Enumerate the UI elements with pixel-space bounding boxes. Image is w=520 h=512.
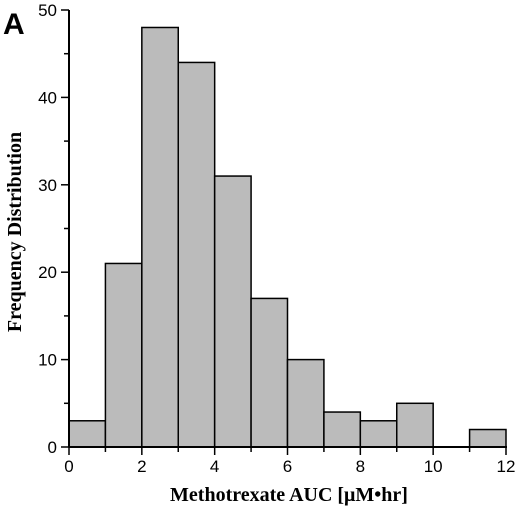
histogram-bar xyxy=(396,402,434,448)
y-tick-label: 50 xyxy=(38,1,57,20)
y-axis-label: Frequency Distribution xyxy=(4,132,26,332)
histogram-bar xyxy=(104,262,143,448)
y-tick-label: 20 xyxy=(38,263,57,282)
histogram-bar xyxy=(286,358,325,448)
x-tick-label: 2 xyxy=(137,457,146,476)
histogram-bar xyxy=(323,411,362,448)
histogram-bar xyxy=(141,26,179,448)
y-tick-label: 40 xyxy=(38,88,57,107)
x-axis-label: Methotrexate AUC [μM•hr] xyxy=(170,484,408,506)
x-tick-label: 6 xyxy=(283,457,292,476)
x-tick-label: 12 xyxy=(497,457,516,476)
x-tick-label: 0 xyxy=(64,457,73,476)
x-tick-label: 10 xyxy=(424,457,443,476)
histogram-bar xyxy=(250,297,289,448)
y-tick-label: 0 xyxy=(48,438,57,457)
bars-group xyxy=(68,26,507,448)
histogram-bar xyxy=(68,420,107,448)
y-tick-label: 10 xyxy=(38,351,57,370)
histogram-bar xyxy=(359,420,398,448)
x-tick-label: 8 xyxy=(356,457,365,476)
histogram-bar xyxy=(177,61,216,448)
histogram-bar xyxy=(213,175,252,448)
y-tick-label: 30 xyxy=(38,176,57,195)
x-ticks-group: 0 2 4 6 8 10 12 xyxy=(64,447,515,476)
x-tick-label: 4 xyxy=(210,457,219,476)
histogram-bar xyxy=(468,428,507,448)
panel-label: A xyxy=(3,8,25,41)
y-ticks-group: 0 10 20 30 40 50 xyxy=(38,1,69,457)
